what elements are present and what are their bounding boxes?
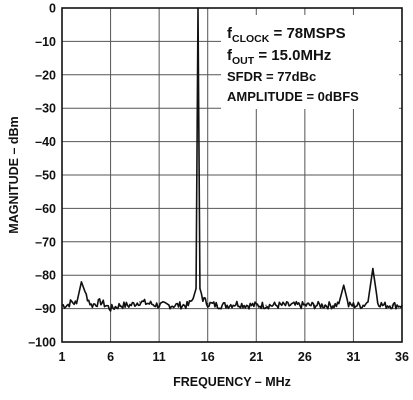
data-point — [168, 304, 170, 306]
x-tick-labels: 1 6 11 16 21 26 31 36 — [59, 350, 409, 364]
data-point — [207, 302, 209, 305]
data-point — [347, 304, 350, 306]
data-point — [148, 302, 151, 305]
data-point — [199, 287, 201, 290]
data-point — [245, 304, 248, 306]
x-tick-label: 31 — [346, 350, 360, 364]
y-tick-label: –10 — [35, 35, 56, 49]
data-point — [352, 304, 355, 306]
y-tick-label: –50 — [35, 169, 56, 183]
data-point — [304, 304, 306, 306]
data-point — [323, 304, 325, 306]
data-point — [158, 304, 160, 306]
series-layer — [61, 7, 403, 312]
data-point — [216, 304, 219, 306]
data-point — [284, 304, 287, 306]
data-point — [187, 304, 189, 306]
data-point — [80, 281, 83, 283]
x-tick-label: 11 — [153, 350, 166, 364]
y-tick-label: –30 — [35, 102, 56, 116]
data-point — [100, 301, 102, 303]
x-axis-title: FREQUENCY – MHz — [173, 375, 291, 389]
y-tick-label: –80 — [35, 269, 56, 283]
plot-border — [61, 7, 403, 343]
x-tick-label: 1 — [59, 350, 66, 364]
y-tick-label: 0 — [49, 2, 56, 16]
annotation-line: fCLOCK = 78MSPS — [227, 25, 346, 45]
data-point — [343, 284, 345, 286]
data-point — [177, 304, 180, 306]
data-point — [202, 297, 204, 300]
y-tick-label: –90 — [35, 302, 56, 316]
data-point — [381, 304, 384, 306]
x-tick-label: 21 — [249, 350, 263, 364]
data-point — [75, 302, 78, 305]
data-point — [71, 301, 73, 303]
data-point — [139, 301, 141, 303]
data-point — [362, 304, 364, 306]
x-tick-label: 6 — [107, 350, 114, 364]
annotation-line: fOUT = 15.0MHz — [227, 47, 331, 67]
y-tick-label: –40 — [35, 135, 56, 149]
data-point — [119, 304, 121, 306]
data-point — [90, 304, 92, 306]
data-point — [333, 304, 335, 306]
data-point — [275, 304, 277, 306]
data-point — [255, 304, 257, 306]
data-point — [226, 304, 228, 306]
y-axis-title: MAGNITUDE – dBm — [7, 116, 21, 233]
y-tick-label: –100 — [28, 336, 56, 350]
annotation-line: AMPLITUDE = 0dBFS — [227, 89, 359, 104]
series-line — [61, 7, 403, 312]
annotation-line: SFDR = 77dBc — [227, 69, 316, 84]
data-point — [391, 304, 393, 306]
data-point — [129, 304, 131, 306]
y-tick-label: –20 — [35, 68, 56, 82]
data-point — [109, 308, 112, 310]
data-point — [294, 304, 296, 306]
data-point — [313, 304, 316, 306]
x-tick-label: 26 — [298, 350, 312, 364]
data-point — [372, 267, 374, 270]
data-point — [338, 302, 340, 305]
annotation-background — [221, 15, 399, 109]
y-tick-label: –60 — [35, 202, 56, 216]
y-tick-labels: 0 –10 –20 –30 –40 –50 –60 –70 –80 –90 –100 — [28, 2, 56, 350]
y-tick-label: –70 — [35, 235, 56, 249]
data-point — [367, 301, 369, 303]
data-point — [377, 301, 379, 303]
data-point — [195, 287, 197, 290]
x-tick-label: 36 — [395, 350, 409, 364]
plot-frame — [61, 7, 403, 343]
x-tick-label: 16 — [201, 350, 215, 364]
data-point — [236, 302, 238, 305]
data-point — [66, 304, 68, 306]
data-point — [192, 297, 194, 300]
data-point — [85, 294, 87, 296]
data-point — [265, 304, 267, 306]
